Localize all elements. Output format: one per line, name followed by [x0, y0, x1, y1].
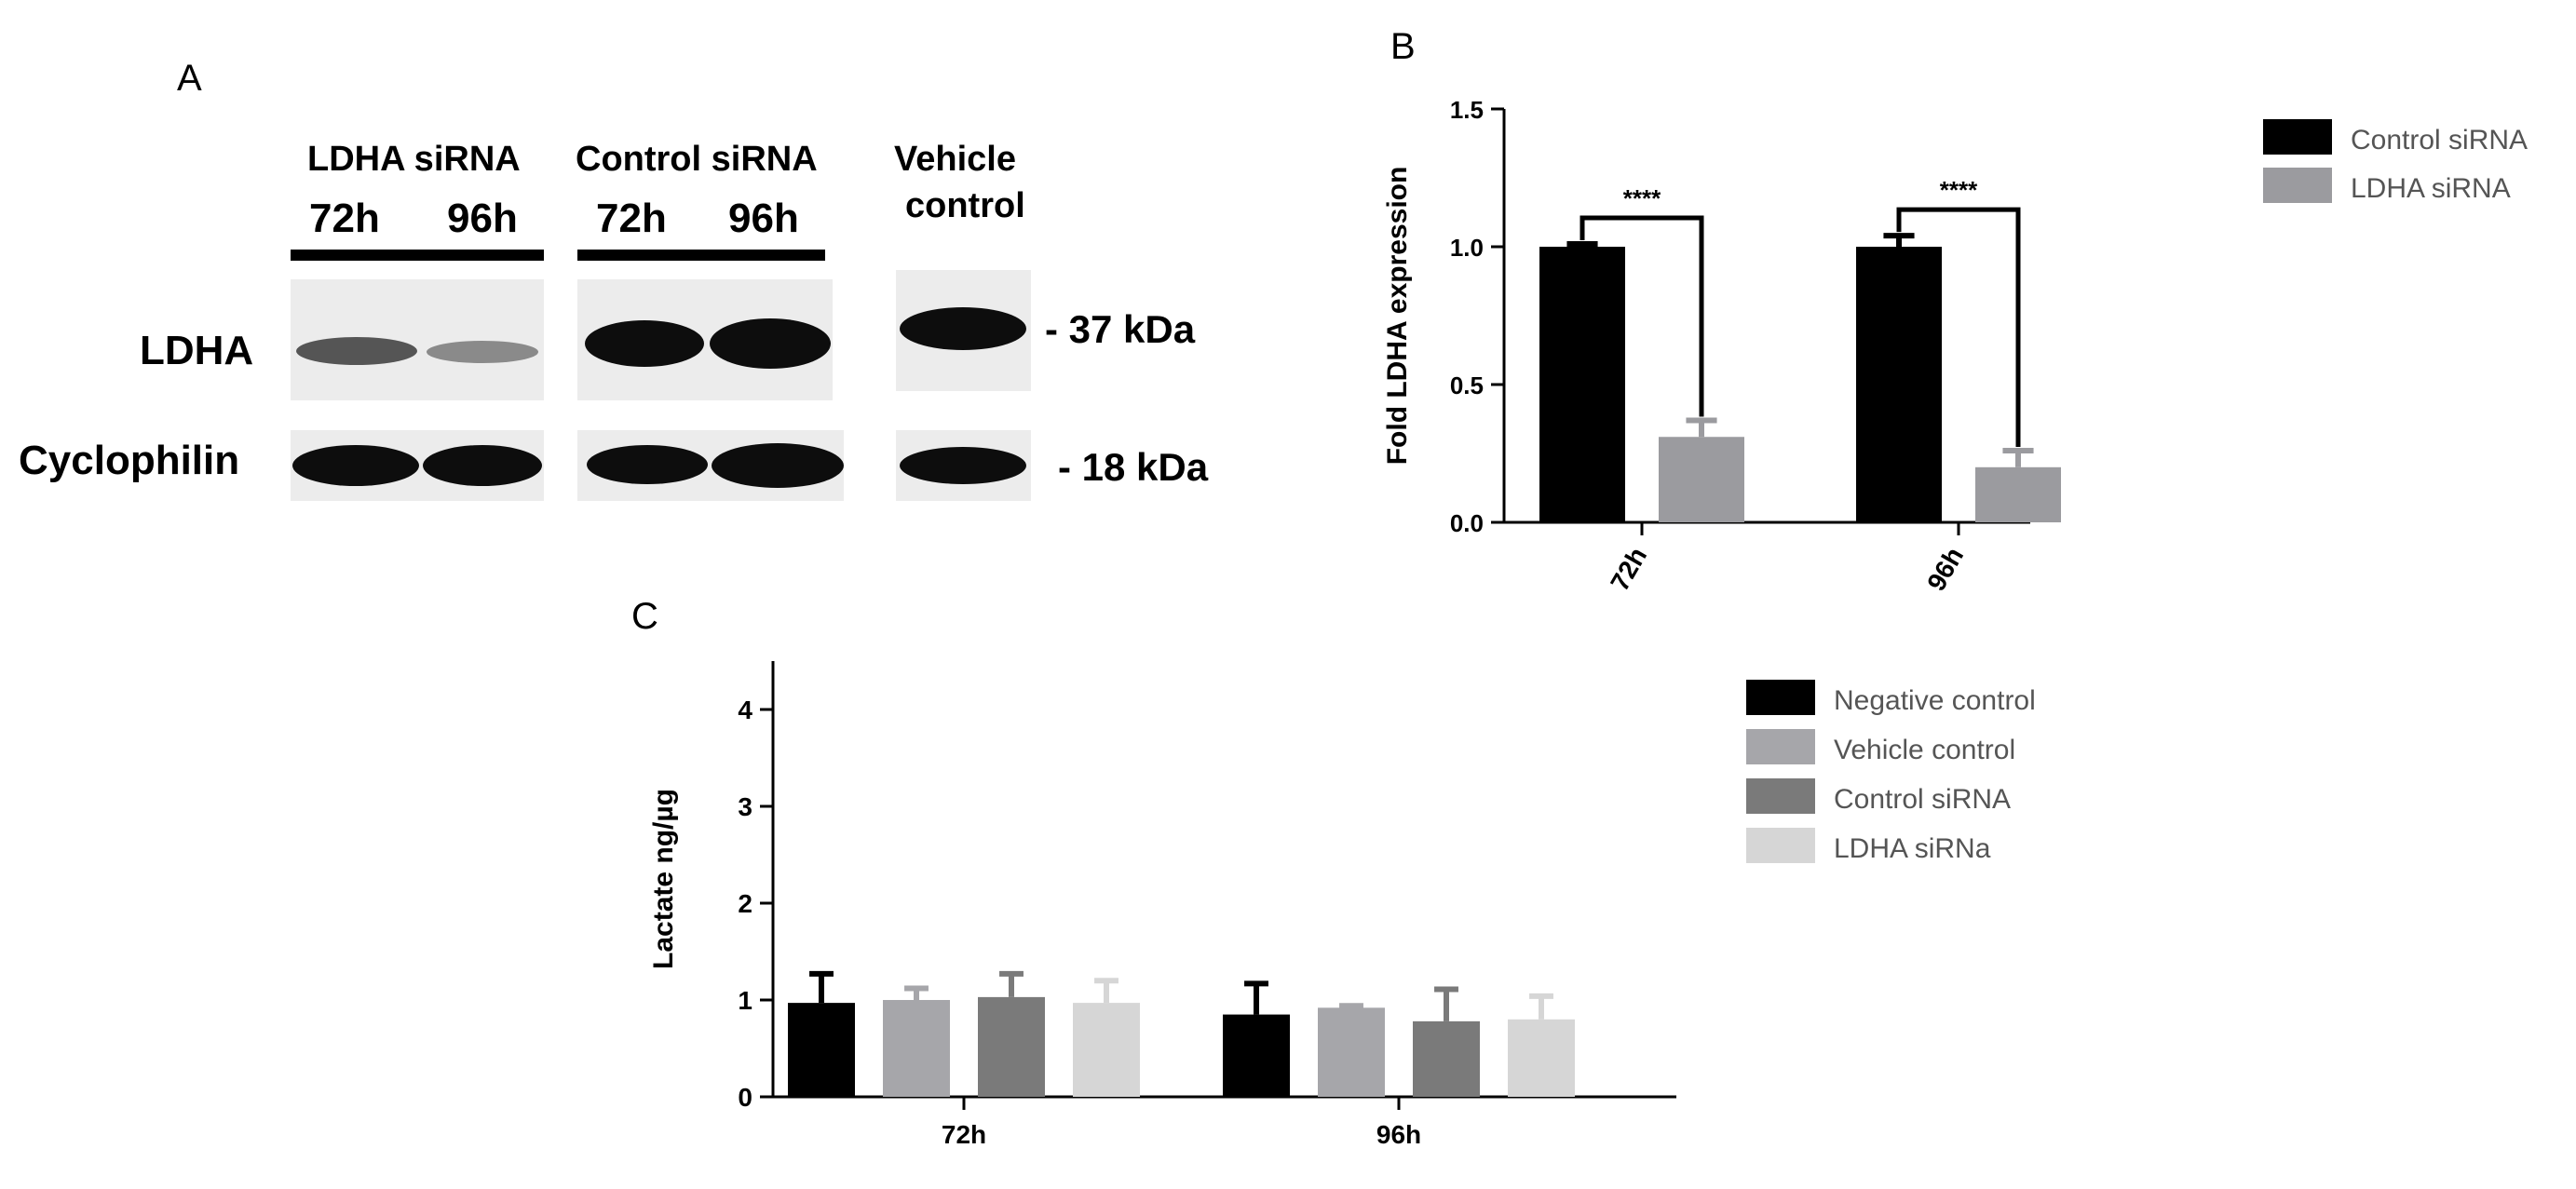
- y-axis-label: Lactate ng/µg: [648, 789, 679, 969]
- y-tick-label: 4: [738, 696, 752, 724]
- chart-c-lactate: 0 1 2 3 4 Lactate ng/µg 72h 96h Negative control…: [648, 661, 2036, 1149]
- blot-group-vehicle-line1: Vehicle: [894, 140, 1016, 179]
- blot-band-cyclo-vehicle: [900, 447, 1026, 484]
- bar: [1659, 437, 1744, 522]
- blot-band-ldha-control-72h: [585, 320, 704, 367]
- legend-label: LDHA siRNa: [1834, 833, 1991, 864]
- legend-swatch: [1746, 680, 1815, 715]
- blot-band-cyclo-ldha-sirna-72h: [292, 445, 419, 486]
- blot-group-ldha-sirna: LDHA siRNA: [307, 140, 521, 179]
- panel-b-letter: B: [1390, 26, 1416, 67]
- bar: [1975, 466, 2061, 522]
- bar: [1508, 1019, 1575, 1097]
- bar: [788, 1003, 855, 1097]
- legend-label: Vehicle control: [1834, 735, 2015, 765]
- legend-label: Control siRNA: [2351, 125, 2528, 155]
- legend-label: Control siRNA: [1834, 784, 2011, 815]
- x-tick-label: 72h: [1605, 543, 1652, 596]
- y-axis-label: Fold LDHA expression: [1382, 167, 1413, 466]
- blot-time-control-96h: 96h: [728, 196, 799, 241]
- panel-a-letter: A: [177, 58, 202, 99]
- panel-c-letter: C: [631, 596, 658, 637]
- blot-group-vehicle-line2: control: [905, 186, 1025, 225]
- blot-marker-18kda: - 18 kDa: [1058, 445, 1209, 489]
- bar: [1223, 1014, 1290, 1097]
- y-tick-label: 1.5: [1450, 96, 1484, 124]
- blot-band-ldha-ldha-sirna-96h: [427, 341, 538, 363]
- legend-swatch: [1746, 828, 1815, 863]
- bar: [1856, 247, 1942, 522]
- legend-swatch: [1746, 778, 1815, 814]
- blot-band-ldha-control-96h: [710, 318, 831, 369]
- y-tick-label: 3: [738, 792, 752, 821]
- legend-label: Negative control: [1834, 685, 2036, 716]
- blot-time-ldha-72h: 72h: [309, 196, 380, 241]
- blot-band-cyclo-control-96h: [712, 443, 844, 488]
- bar: [883, 1000, 950, 1097]
- blot-time-control-72h: 72h: [596, 196, 667, 241]
- blot-band-ldha-ldha-sirna-72h: [296, 337, 417, 365]
- y-tick-label: 0.0: [1450, 509, 1484, 537]
- y-tick-label: 0.5: [1450, 372, 1484, 399]
- x-tick-label: 96h: [1376, 1120, 1421, 1149]
- blot-row-cyclophilin-label: Cyclophilin: [19, 438, 240, 483]
- legend-swatch: [1746, 729, 1815, 764]
- significance-bracket: [1896, 207, 2021, 448]
- y-tick-label: 2: [738, 889, 752, 918]
- y-tick-label: 0: [738, 1083, 752, 1112]
- bar: [1413, 1020, 1480, 1097]
- blot-marker-37kda: - 37 kDa: [1045, 307, 1196, 351]
- bar: [978, 996, 1045, 1097]
- legend-swatch: [2263, 168, 2332, 203]
- x-tick-label: 96h: [1921, 543, 1969, 596]
- blot-group-control-bar: [577, 250, 825, 261]
- blot-band-cyclo-control-72h: [587, 445, 708, 484]
- blot-time-ldha-96h: 96h: [447, 196, 518, 241]
- legend-swatch: [2263, 119, 2332, 155]
- significance-label: ****: [1940, 176, 1978, 204]
- legend-label: LDHA siRNA: [2351, 173, 2511, 204]
- blot-row-ldha-label: LDHA: [140, 328, 254, 373]
- bar: [1539, 247, 1625, 522]
- blot-group-control-sirna: Control siRNA: [576, 140, 818, 179]
- bar: [1318, 1007, 1385, 1097]
- blot-band-ldha-vehicle: [900, 307, 1026, 350]
- y-tick-label: 1.0: [1450, 234, 1484, 262]
- significance-label: ****: [1623, 184, 1661, 212]
- bar: [1073, 1003, 1140, 1097]
- blot-band-cyclo-ldha-sirna-96h: [423, 445, 542, 486]
- chart-b-fold-ldha: 0.0 0.5 1.0 1.5 Fold LDHA expression 72h 96h **…: [1382, 96, 2528, 596]
- y-tick-label: 1: [738, 986, 752, 1015]
- significance-bracket: [1579, 215, 1704, 417]
- blot-group-ldha-bar: [291, 250, 544, 261]
- x-tick-label: 72h: [942, 1120, 986, 1149]
